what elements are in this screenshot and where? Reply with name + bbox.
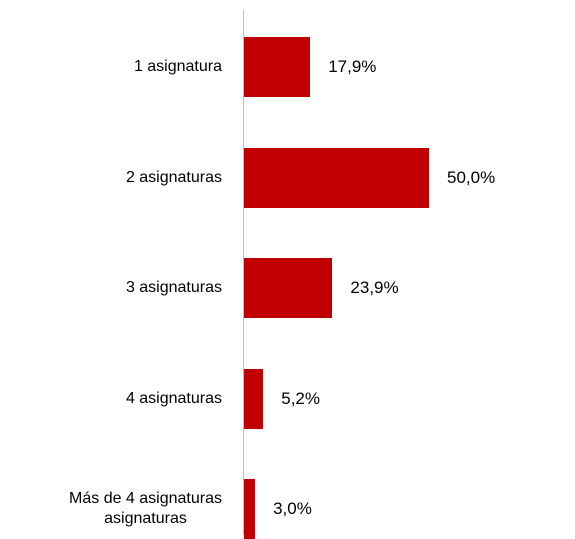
bar [244, 37, 311, 98]
bar [244, 479, 256, 539]
value-label: 5,2% [281, 388, 320, 408]
axis-line [243, 10, 244, 535]
value-label: 3,0% [273, 499, 312, 519]
value-label: 50,0% [447, 167, 496, 187]
bar [244, 368, 264, 429]
bar [244, 258, 333, 319]
category-label: Más de 4 asignaturas asignaturas [69, 490, 222, 528]
category-label: 1 asignatura [133, 58, 222, 76]
value-label: 17,9% [328, 57, 377, 77]
category-label: 2 asignaturas [125, 168, 222, 186]
category-label: 4 asignaturas [125, 389, 222, 407]
bar [244, 147, 429, 208]
category-label: 3 asignaturas [125, 279, 222, 297]
value-label: 23,9% [350, 278, 399, 298]
